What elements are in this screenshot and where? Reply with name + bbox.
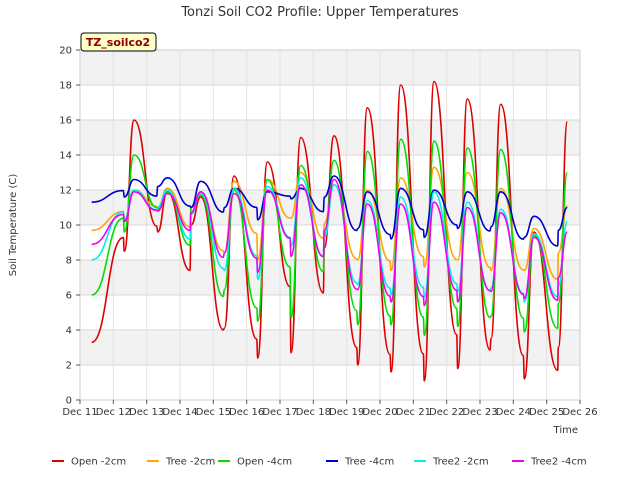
x-tick-label: Dec 16: [229, 407, 264, 418]
x-tick-label: Dec 13: [129, 407, 164, 418]
y-axis-label: Soil Temperature (C): [8, 174, 19, 277]
x-tick-label: Dec 24: [496, 407, 531, 418]
x-tick-label: Dec 17: [262, 407, 297, 418]
plot-area: [79, 49, 581, 401]
plot-band: [80, 50, 580, 85]
y-tick-label: 0: [66, 396, 72, 407]
x-tick-label: Dec 22: [429, 407, 464, 418]
y-tick-label: 12: [59, 186, 72, 197]
x-tick-label: Dec 18: [296, 407, 331, 418]
x-tick-label: Dec 11: [62, 407, 97, 418]
legend-label: Tree -4cm: [344, 457, 394, 468]
series-line-tree2-4cm: [91, 178, 569, 307]
x-tick-label: Dec 12: [96, 407, 131, 418]
x-tick-label: Dec 23: [462, 407, 497, 418]
plot-band: [80, 295, 580, 330]
x-tick-label: Dec 19: [329, 407, 364, 418]
chart-title: Tonzi Soil CO2 Profile: Upper Temperatur…: [180, 5, 459, 20]
site-label-box: TZ_soilco2: [80, 32, 157, 52]
x-tick-label: Dec 21: [396, 407, 431, 418]
plot-band: [80, 330, 580, 365]
y-tick-label: 8: [66, 256, 72, 267]
y-tick-label: 4: [66, 326, 72, 337]
x-axis-label: Time: [553, 425, 578, 436]
legend-label: Tree2 -2cm: [432, 457, 489, 468]
legend-label: Tree2 -4cm: [530, 457, 587, 468]
y-tick-label: 20: [59, 46, 72, 57]
plot-band: [80, 120, 580, 155]
legend-label: Open -2cm: [71, 457, 126, 468]
y-tick-label: 16: [59, 116, 72, 127]
y-tick-label: 10: [59, 221, 72, 232]
series-line-tree-4cm: [91, 175, 568, 247]
series-lines: [91, 80, 569, 382]
y-tick-label: 6: [66, 291, 72, 302]
legend-label: Open -4cm: [237, 457, 292, 468]
plot-band: [80, 260, 580, 295]
legend: Open -2cm Tree -2cm Open -4cm Tree -4cm Tree…: [52, 457, 587, 468]
site-label: TZ_soilco2: [86, 36, 150, 49]
plot-band: [80, 225, 580, 260]
y-axis: 0 2 4 6 8 10 12 14 16 18 20: [59, 46, 80, 407]
x-tick-label: Dec 26: [562, 407, 597, 418]
x-tick-label: Dec 15: [196, 407, 231, 418]
plot-band: [80, 365, 580, 400]
y-tick-label: 2: [66, 361, 72, 372]
plot-band: [80, 85, 580, 120]
x-tick-label: Dec 25: [529, 407, 564, 418]
legend-label: Tree -2cm: [165, 457, 215, 468]
y-tick-label: 14: [59, 151, 72, 162]
x-tick-label: Dec 14: [162, 407, 197, 418]
x-tick-label: Dec 20: [362, 407, 397, 418]
y-tick-label: 18: [59, 81, 72, 92]
